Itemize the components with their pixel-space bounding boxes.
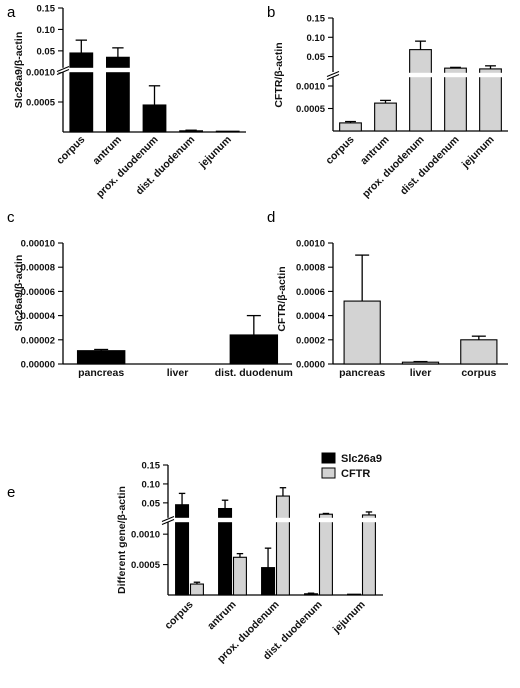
panel-letter: c bbox=[7, 209, 15, 226]
panel-e: e Different gene/β-actin 0.05 0.10 0.15 0.000… bbox=[7, 452, 385, 665]
x-tick-label: corpus bbox=[162, 599, 195, 632]
y-tick-label: 0.10 bbox=[37, 25, 56, 36]
panel-b: b CFTR/β-actin 0.05 0.10 0.15 0.0005 0.0010 cor… bbox=[267, 4, 510, 200]
axis-break-mark bbox=[56, 68, 70, 76]
x-tick-label: jejunum bbox=[196, 134, 234, 172]
y-tick-label: 0.15 bbox=[37, 4, 56, 15]
y-tick-label: 0.0006 bbox=[296, 287, 325, 298]
bar bbox=[142, 104, 167, 133]
y-axis-label: CFTR/β-actin bbox=[273, 42, 285, 107]
bar bbox=[444, 67, 467, 132]
bar bbox=[460, 339, 498, 365]
y-axis-label: Different gene/β-actin bbox=[116, 486, 128, 594]
y-tick-label: 0.05 bbox=[142, 498, 161, 509]
axis-break-mark bbox=[56, 65, 70, 73]
bar bbox=[232, 556, 247, 596]
y-tick-label: 0.05 bbox=[37, 46, 56, 57]
x-tick-label: liver bbox=[167, 367, 189, 379]
y-axis-label: Slc26a9/β-actin bbox=[13, 255, 25, 331]
y-tick-label: 0.0000 bbox=[296, 360, 325, 371]
axis-break-mark bbox=[326, 70, 340, 78]
panel-letter: a bbox=[7, 4, 16, 21]
bar bbox=[69, 52, 94, 133]
y-axis-label: CFTR/β-actin bbox=[276, 266, 288, 331]
y-tick-label: 0.0002 bbox=[296, 335, 325, 346]
y-axis-label: Slc26a9/β-actin bbox=[13, 32, 25, 108]
x-tick-label: jejunum bbox=[459, 134, 497, 172]
y-tick-label: 0.00004 bbox=[21, 311, 56, 322]
y-tick-label: 0.15 bbox=[307, 14, 326, 25]
axis-break bbox=[325, 72, 510, 78]
y-tick-label: 0.00006 bbox=[21, 287, 55, 298]
y-tick-label: 0.0005 bbox=[26, 98, 56, 109]
panel-letter: e bbox=[7, 484, 15, 501]
y-tick-label: 0.0005 bbox=[131, 560, 161, 571]
y-tick-label: 0.0008 bbox=[296, 263, 325, 274]
legend-label: CFTR bbox=[341, 468, 370, 480]
x-tick-label: corpus bbox=[323, 134, 356, 167]
x-tick-label: jejunum bbox=[330, 599, 368, 637]
legend-swatch bbox=[321, 467, 336, 479]
bar bbox=[318, 513, 333, 596]
y-tick-label: 0.0005 bbox=[296, 104, 326, 115]
bar bbox=[76, 350, 126, 365]
bar bbox=[374, 102, 397, 132]
y-tick-label: 0.0010 bbox=[296, 239, 325, 250]
bar bbox=[304, 593, 319, 596]
panel-d: d CFTR/β-actin 0.0000 0.0002 0.0004 0.0006 0.0… bbox=[267, 209, 508, 379]
bar bbox=[179, 130, 203, 133]
y-tick-label: 0.0004 bbox=[296, 311, 326, 322]
axis-break-mark bbox=[161, 518, 175, 526]
x-tick-label: antrum bbox=[205, 599, 239, 633]
x-tick-label: corpus bbox=[461, 367, 496, 379]
legend-swatch bbox=[321, 452, 336, 464]
x-tick-label: antrum bbox=[90, 134, 124, 168]
axis-break bbox=[55, 67, 248, 73]
bar bbox=[339, 122, 362, 132]
axis-break-mark bbox=[326, 73, 340, 81]
x-tick-label: pancreas bbox=[339, 367, 385, 379]
axis-break bbox=[160, 517, 385, 523]
y-tick-label: 0.0010 bbox=[296, 82, 325, 93]
y-tick-label: 0.05 bbox=[307, 52, 326, 63]
legend-label: Slc26a9 bbox=[341, 453, 382, 465]
y-tick-label: 0.00002 bbox=[21, 335, 55, 346]
bar bbox=[479, 68, 502, 132]
x-tick-label: pancreas bbox=[78, 367, 124, 379]
bar bbox=[275, 495, 290, 596]
y-tick-label: 0.0010 bbox=[131, 530, 160, 541]
x-tick-label: corpus bbox=[54, 134, 87, 167]
bar bbox=[229, 334, 279, 365]
x-tick-label: dist. duodenum bbox=[215, 367, 293, 379]
y-tick-label: 0.00000 bbox=[21, 360, 55, 371]
axis-break-mark bbox=[161, 515, 175, 523]
x-tick-label: prox. duodenum bbox=[94, 134, 161, 201]
x-tick-label: prox. duodenum bbox=[360, 134, 427, 201]
x-tick-label: liver bbox=[410, 367, 432, 379]
y-tick-label: 0.00008 bbox=[21, 263, 55, 274]
x-tick-label: antrum bbox=[358, 134, 392, 168]
bar bbox=[361, 514, 376, 596]
y-tick-label: 0.15 bbox=[142, 461, 161, 472]
bar bbox=[343, 300, 381, 365]
y-tick-label: 0.00010 bbox=[21, 239, 55, 250]
panel-a: a Slc26a9/β-actin 0.05 0.10 0.15 0.0005 0.0010… bbox=[7, 4, 248, 201]
bar bbox=[189, 583, 204, 596]
bar bbox=[261, 567, 276, 596]
panel-c: c Slc26a9/β-actin 0.00000 0.00002 0.00004 0.0… bbox=[7, 209, 293, 379]
panel-letter: d bbox=[267, 209, 275, 226]
panel-letter: b bbox=[267, 4, 275, 21]
y-tick-label: 0.10 bbox=[142, 479, 161, 490]
y-tick-label: 0.10 bbox=[307, 33, 326, 44]
bar bbox=[409, 49, 432, 132]
bar bbox=[401, 361, 440, 365]
y-tick-label: 0.0010 bbox=[26, 68, 55, 79]
